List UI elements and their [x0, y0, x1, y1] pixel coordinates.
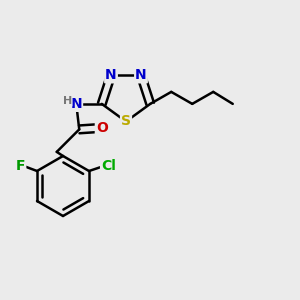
Text: F: F [16, 160, 25, 173]
Text: N: N [105, 68, 117, 83]
Text: N: N [135, 68, 147, 83]
Text: Cl: Cl [101, 160, 116, 173]
Text: O: O [96, 121, 108, 135]
Text: H: H [63, 96, 72, 106]
Text: N: N [70, 97, 82, 111]
Text: S: S [121, 115, 131, 128]
